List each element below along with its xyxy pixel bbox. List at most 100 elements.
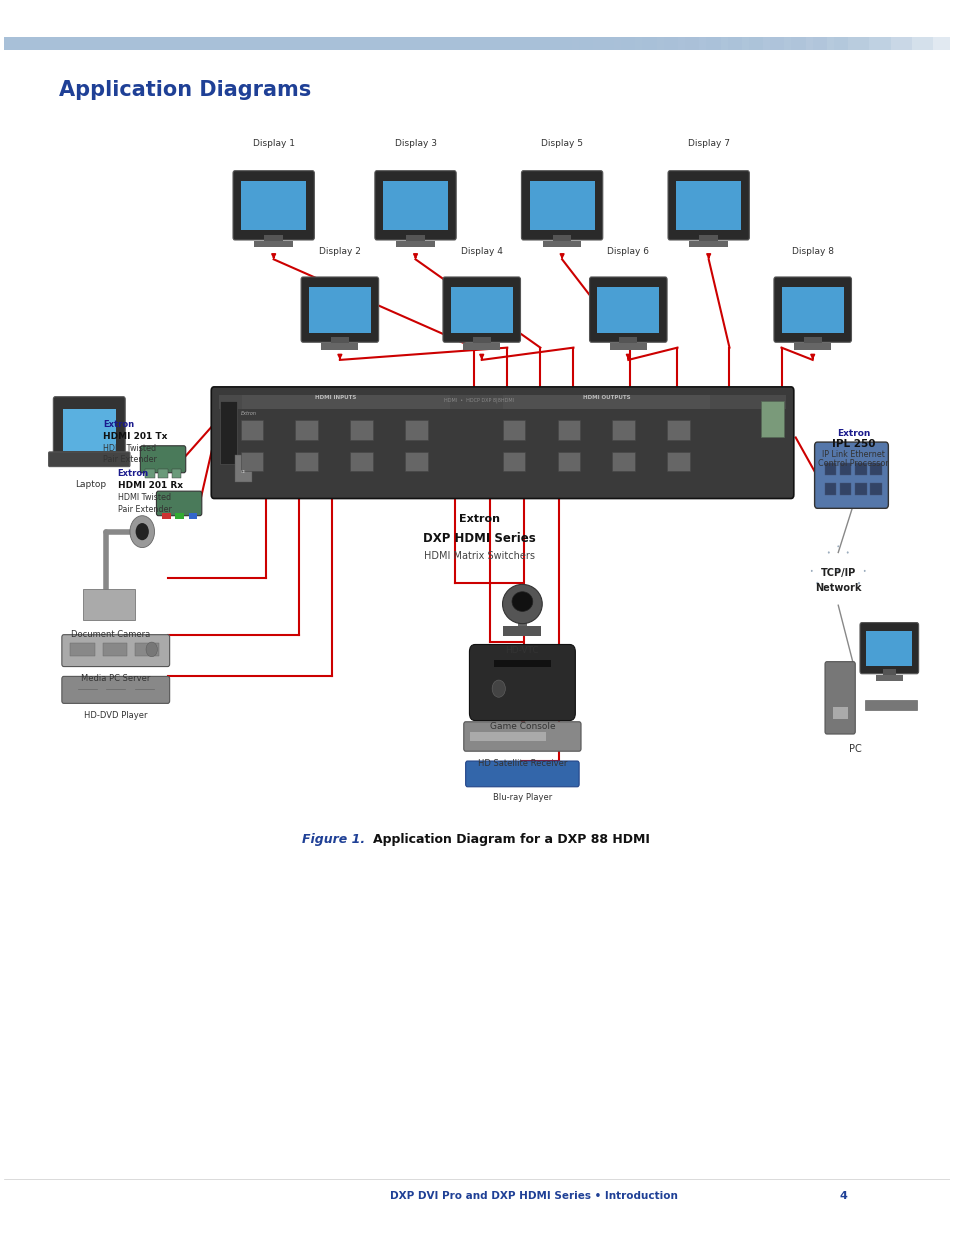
Bar — [832, 708, 847, 719]
Text: Pair Extender: Pair Extender — [117, 505, 172, 515]
Text: IPL 250: IPL 250 — [831, 440, 874, 450]
Bar — [68, 37, 210, 49]
Bar — [794, 343, 830, 350]
Bar — [218, 395, 785, 409]
Bar — [216, 37, 358, 49]
Bar — [102, 643, 127, 656]
Bar — [493, 37, 635, 49]
Bar — [599, 37, 741, 49]
Bar — [536, 37, 678, 49]
Bar — [350, 420, 373, 440]
Text: Display 4: Display 4 — [460, 247, 502, 256]
Text: HDMI  •  HDCP DXP 8|8HDMI: HDMI • HDCP DXP 8|8HDMI — [444, 398, 514, 403]
Text: Display 5: Display 5 — [540, 138, 582, 148]
Bar — [529, 180, 594, 230]
Bar — [473, 337, 490, 345]
Bar — [557, 37, 699, 49]
Text: Game Console: Game Console — [489, 721, 555, 731]
Bar — [502, 420, 525, 440]
Bar — [264, 235, 283, 242]
Bar — [323, 37, 465, 49]
Bar — [840, 483, 851, 495]
Text: Document Camera: Document Camera — [71, 630, 151, 638]
Bar — [152, 37, 294, 49]
Text: Application Diagram for a DXP 88 HDMI: Application Diagram for a DXP 88 HDMI — [373, 834, 649, 846]
Bar — [406, 235, 424, 242]
Bar — [666, 420, 689, 440]
FancyBboxPatch shape — [233, 170, 314, 240]
Text: HDMI 201 Rx: HDMI 201 Rx — [117, 480, 182, 490]
Ellipse shape — [512, 592, 532, 611]
Bar — [450, 287, 512, 332]
Text: Control Processor: Control Processor — [817, 459, 888, 468]
FancyBboxPatch shape — [49, 452, 130, 467]
Bar — [578, 37, 720, 49]
Bar — [47, 37, 189, 49]
Bar — [254, 241, 293, 247]
Text: DXP HDMI Series: DXP HDMI Series — [422, 531, 536, 545]
Bar — [863, 700, 916, 709]
Bar — [597, 287, 659, 332]
Text: Extron: Extron — [836, 430, 869, 438]
Bar — [869, 463, 881, 475]
Bar — [552, 235, 571, 242]
Bar — [145, 469, 154, 478]
Bar — [557, 420, 579, 440]
Text: HDMI OUTPUTS: HDMI OUTPUTS — [582, 395, 630, 400]
Bar — [174, 37, 315, 49]
Bar — [663, 37, 804, 49]
Bar — [472, 37, 614, 49]
FancyBboxPatch shape — [156, 492, 202, 516]
Bar — [309, 287, 371, 332]
Circle shape — [146, 642, 157, 657]
Text: Pair Extender: Pair Extender — [103, 456, 157, 464]
FancyBboxPatch shape — [442, 277, 520, 342]
Text: 4: 4 — [839, 1192, 847, 1202]
Bar — [4, 37, 571, 49]
Bar — [803, 337, 821, 345]
Bar — [620, 37, 762, 49]
Bar — [111, 37, 253, 49]
Bar — [175, 514, 184, 520]
Bar — [219, 401, 236, 463]
Text: Application Diagrams: Application Diagrams — [59, 80, 311, 100]
Bar — [689, 241, 727, 247]
FancyBboxPatch shape — [814, 442, 887, 509]
Bar — [612, 420, 635, 440]
Text: Display 6: Display 6 — [607, 247, 649, 256]
Bar — [366, 37, 507, 49]
Circle shape — [827, 552, 828, 553]
Text: Display 8: Display 8 — [791, 247, 833, 256]
Text: IP Link Ethernet: IP Link Ethernet — [821, 451, 883, 459]
Bar — [840, 463, 851, 475]
Bar — [824, 483, 836, 495]
FancyBboxPatch shape — [667, 170, 748, 240]
Bar — [189, 514, 197, 520]
Bar — [517, 601, 527, 631]
FancyBboxPatch shape — [211, 387, 793, 499]
Bar — [90, 37, 231, 49]
Text: Display 7: Display 7 — [687, 138, 729, 148]
Text: TCP/IP: TCP/IP — [820, 568, 855, 578]
Text: CE: CE — [240, 469, 246, 474]
Bar — [302, 37, 443, 49]
Text: Blu-ray Player: Blu-ray Player — [493, 793, 552, 802]
FancyBboxPatch shape — [824, 662, 855, 734]
FancyBboxPatch shape — [62, 677, 170, 704]
Bar — [26, 37, 167, 49]
FancyBboxPatch shape — [773, 277, 851, 342]
Circle shape — [846, 552, 847, 553]
Bar — [195, 37, 337, 49]
Circle shape — [130, 516, 154, 547]
Bar — [295, 452, 317, 472]
Bar — [882, 669, 895, 677]
Text: Media PC Server: Media PC Server — [81, 674, 151, 683]
Circle shape — [816, 582, 818, 584]
Text: DXP DVI Pro and DXP HDMI Series • Introduction: DXP DVI Pro and DXP HDMI Series • Introd… — [390, 1192, 677, 1202]
Bar — [791, 37, 932, 49]
Text: Figure 1.: Figure 1. — [302, 834, 365, 846]
Text: HDMI Twisted: HDMI Twisted — [117, 493, 171, 503]
Bar — [494, 661, 550, 667]
Text: HD-VTC: HD-VTC — [505, 646, 538, 655]
Bar — [781, 287, 842, 332]
